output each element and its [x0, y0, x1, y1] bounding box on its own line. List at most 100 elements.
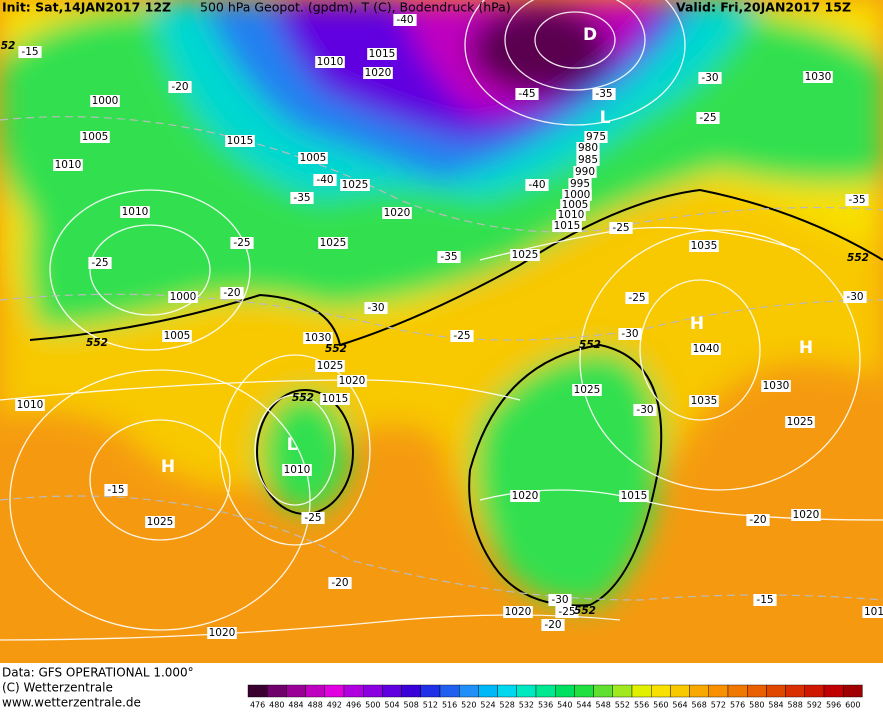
isobar-label: 1015	[367, 48, 397, 60]
temperature-label: -25	[230, 237, 254, 249]
label-box	[576, 154, 600, 166]
label-text: -30	[701, 72, 718, 84]
label-box	[785, 416, 815, 428]
isobar-label: 1010	[15, 399, 45, 411]
scale-label: 564	[672, 701, 687, 710]
label-text: -30	[846, 291, 863, 303]
temperature-label: -45	[515, 88, 539, 100]
scale-label: 600	[845, 701, 860, 710]
scale-label: 572	[711, 701, 726, 710]
scale-label: 524	[480, 701, 495, 710]
label-box	[53, 159, 83, 171]
label-box	[541, 619, 565, 631]
label-box	[450, 330, 474, 342]
label-box	[104, 484, 128, 496]
label-text: -45	[518, 88, 535, 100]
isobar-label: 1025	[318, 237, 348, 249]
scale-label: 480	[269, 701, 284, 710]
scale-swatch	[420, 684, 441, 698]
label-box	[230, 237, 254, 249]
label-box	[18, 46, 42, 58]
label-text: 1025	[320, 237, 347, 249]
scale-label: 580	[749, 701, 764, 710]
temperature-label: -30	[843, 291, 867, 303]
temperature-label: -25	[88, 257, 112, 269]
label-text: 1010	[284, 464, 311, 476]
label-text: 1005	[82, 131, 109, 143]
temperature-label: -25	[625, 292, 649, 304]
label-box	[618, 328, 642, 340]
label-text: -20	[223, 287, 240, 299]
scale-label: 520	[461, 701, 476, 710]
label-text: 52	[1, 40, 16, 52]
label-text: 1010	[55, 159, 82, 171]
map-labels: 1000100510101010101510101015102010051025…	[1, 14, 883, 639]
scale-swatch	[439, 684, 460, 698]
temperature-label: -40	[525, 179, 549, 191]
isobar-label: 1035	[689, 395, 719, 407]
label-box	[573, 166, 597, 178]
isobar-label: 1005	[162, 330, 192, 342]
label-text: 1020	[505, 606, 532, 618]
isobar-label: 1015	[552, 220, 582, 232]
scale-swatch	[593, 684, 613, 698]
label-text: -35	[440, 251, 457, 263]
scale-swatch	[727, 684, 748, 698]
scale-swatch	[401, 684, 422, 698]
label-text: -25	[628, 292, 645, 304]
label-text: 1020	[793, 509, 820, 521]
scale-swatch	[516, 684, 537, 698]
scale-label: 536	[538, 701, 553, 710]
label-box	[791, 509, 821, 521]
label-text: -15	[107, 484, 124, 496]
scale-swatch	[305, 684, 326, 698]
scale-swatch	[766, 684, 786, 698]
label-text: 985	[578, 154, 598, 166]
isobar-label: 975	[584, 131, 608, 143]
label-text: 1015	[621, 490, 648, 502]
label-text: -35	[848, 194, 865, 206]
temperature-label: -40	[393, 14, 417, 26]
pressure-center: H	[690, 314, 704, 334]
label-box	[318, 237, 348, 249]
scale-label: 584	[768, 701, 783, 710]
scale-swatch	[574, 684, 594, 698]
scale-swatch	[670, 684, 690, 698]
isobar-label: 1040	[691, 343, 721, 355]
temperature-label: -20	[541, 619, 565, 631]
isobar-label: 1020	[337, 375, 367, 387]
temperature-label: -35	[592, 88, 616, 100]
scale-label: 508	[404, 701, 419, 710]
height-label: 52	[1, 40, 16, 52]
label-text: -15	[21, 46, 38, 58]
label-text: 1035	[691, 240, 718, 252]
label-box	[633, 404, 657, 416]
label-box	[845, 194, 869, 206]
label-box	[753, 594, 777, 606]
isobar-label: 1010	[53, 159, 83, 171]
scale-swatch	[689, 684, 709, 698]
height-label: 552	[325, 343, 347, 355]
label-box	[510, 490, 540, 502]
scale-label: 500	[365, 701, 380, 710]
label-box	[162, 330, 192, 342]
scale-swatch	[247, 684, 268, 698]
label-text: -40	[396, 14, 413, 26]
label-text: -25	[91, 257, 108, 269]
copyright: (C) Wetterzentrale	[2, 681, 113, 695]
isobar-label: 1020	[382, 207, 412, 219]
label-text: 1015	[369, 48, 396, 60]
valid-time: Valid: Fri,20JAN2017 15Z	[676, 0, 851, 15]
label-text: -30	[367, 302, 384, 314]
label-box	[691, 343, 721, 355]
label-box	[168, 291, 198, 303]
isobar-label: 1020	[510, 490, 540, 502]
scale-label: 484	[288, 701, 303, 710]
label-box	[437, 251, 461, 263]
isobar-label: 1015	[619, 490, 649, 502]
temperature-label: -25	[301, 512, 325, 524]
label-box	[746, 514, 770, 526]
isobar-label: 1015	[320, 393, 350, 405]
isobar-label: 1025	[315, 360, 345, 372]
